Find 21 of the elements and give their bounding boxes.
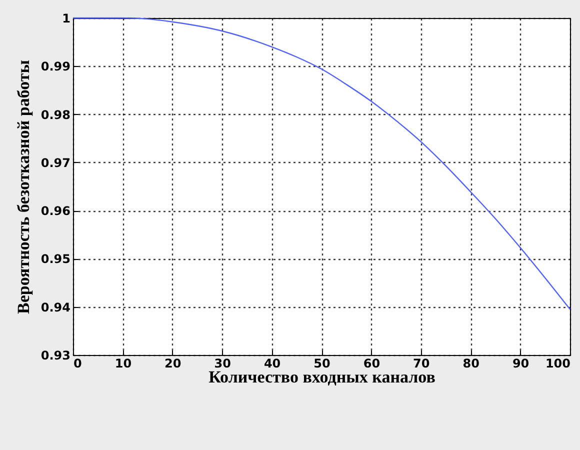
- y-tick-label: 0.93: [40, 348, 70, 362]
- y-axis-title: Вероятность безотказной работы: [14, 60, 33, 314]
- y-tick-label: 1: [62, 12, 70, 26]
- x-axis-title: Количество входных каналов: [208, 368, 436, 386]
- y-tick-label: 0.98: [40, 108, 70, 122]
- x-tick-label: 70: [413, 356, 430, 370]
- x-tick-label: 50: [314, 356, 330, 370]
- x-tick-label: 0: [74, 356, 82, 370]
- y-tick-label: 0.97: [40, 156, 70, 170]
- x-tick-label: 80: [462, 356, 480, 370]
- x-tick-label: 90: [512, 356, 530, 370]
- x-tick-label: 100: [545, 356, 570, 370]
- x-tick-label: 40: [264, 356, 281, 370]
- y-tick-label: 0.99: [40, 60, 70, 74]
- x-tick-label: 60: [363, 356, 380, 370]
- y-tick-label: 0.94: [40, 300, 70, 314]
- y-tick-label: 0.96: [40, 204, 70, 218]
- y-tick-label: 0.95: [40, 252, 70, 266]
- x-tick-label: 20: [164, 356, 182, 370]
- x-tick-label: 30: [214, 356, 231, 370]
- x-tick-label: 10: [114, 356, 132, 370]
